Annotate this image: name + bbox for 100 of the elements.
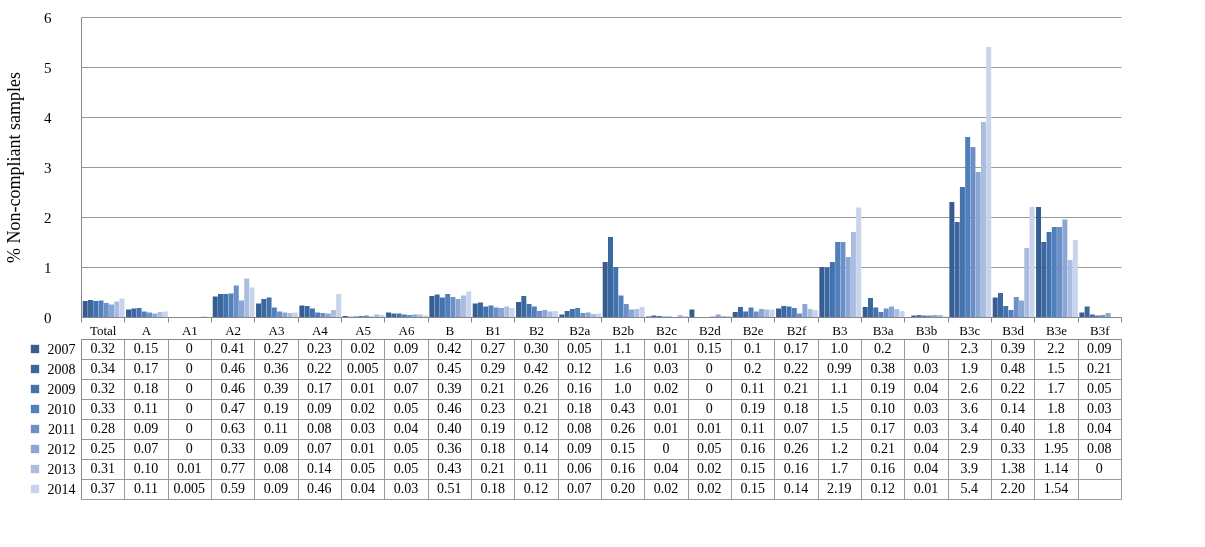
bar bbox=[634, 309, 640, 317]
data-label: 0.46 bbox=[437, 401, 462, 416]
bar bbox=[82, 301, 88, 317]
bar bbox=[386, 312, 392, 317]
data-label: 0.36 bbox=[437, 441, 462, 456]
x-tick-label: B3c bbox=[959, 322, 981, 338]
bar bbox=[743, 311, 749, 317]
data-label: 0.08 bbox=[1087, 441, 1112, 456]
y-tick-label: 4 bbox=[44, 109, 52, 126]
bar bbox=[299, 305, 305, 317]
data-label: 0 bbox=[705, 361, 713, 376]
data-label: 0.17 bbox=[870, 421, 895, 436]
data-label: 1.6 bbox=[613, 361, 632, 376]
data-label: 1.5 bbox=[830, 401, 849, 416]
data-label: 0.005 bbox=[173, 481, 206, 496]
bar bbox=[509, 308, 515, 317]
bar bbox=[450, 297, 456, 317]
data-label: 0.46 bbox=[307, 481, 332, 496]
data-label: 0.14 bbox=[307, 461, 332, 476]
data-label: 0.29 bbox=[480, 361, 505, 376]
data-label: 0.03 bbox=[393, 481, 419, 496]
data-label: 0.59 bbox=[220, 481, 245, 496]
data-label: 0.03 bbox=[913, 361, 939, 376]
x-tick-label: B2c bbox=[656, 322, 678, 338]
data-label: 0.05 bbox=[1087, 381, 1112, 396]
bar bbox=[217, 294, 223, 317]
bar bbox=[970, 147, 976, 317]
data-label: 0.47 bbox=[220, 401, 245, 416]
x-tick-label: A5 bbox=[355, 322, 372, 338]
data-label: 0.005 bbox=[346, 361, 379, 376]
x-tick-label: B3b bbox=[915, 322, 938, 338]
data-label: 0.17 bbox=[307, 381, 332, 396]
data-label: 0.30 bbox=[523, 341, 549, 356]
bar bbox=[759, 309, 764, 317]
data-label: 0.15 bbox=[610, 441, 635, 456]
data-label: 0.04 bbox=[393, 421, 419, 436]
bar bbox=[791, 308, 797, 317]
bar bbox=[1057, 227, 1063, 317]
bar bbox=[807, 309, 813, 317]
bar bbox=[1029, 207, 1035, 317]
data-label: 0 bbox=[1095, 461, 1103, 476]
data-label: 0.04 bbox=[913, 381, 939, 396]
data-label: 0.32 bbox=[90, 341, 115, 356]
legend-label: 2014 bbox=[47, 481, 76, 497]
data-label: 0.18 bbox=[133, 381, 159, 396]
data-label: 0.03 bbox=[1087, 401, 1112, 416]
data-label: 0.19 bbox=[263, 401, 289, 416]
bar bbox=[732, 312, 738, 317]
y-tick-label: 2 bbox=[44, 209, 52, 226]
data-label: 0.21 bbox=[1087, 361, 1112, 376]
data-label: 0.51 bbox=[437, 481, 462, 496]
legend-label: 2012 bbox=[47, 441, 76, 457]
data-label: 0 bbox=[185, 381, 193, 396]
x-tick-label: B2a bbox=[569, 322, 591, 338]
data-label: 0.41 bbox=[220, 341, 245, 356]
data-label: 0.1 bbox=[743, 341, 762, 356]
data-label: 0.01 bbox=[697, 421, 722, 436]
bar bbox=[1051, 227, 1057, 317]
bar bbox=[607, 237, 613, 317]
data-label: 0.04 bbox=[913, 461, 939, 476]
bar bbox=[954, 222, 960, 317]
bar bbox=[845, 257, 851, 317]
bar bbox=[233, 285, 239, 317]
bar bbox=[992, 297, 998, 317]
data-label: 0.11 bbox=[524, 461, 548, 476]
data-label: 2.9 bbox=[960, 441, 979, 456]
bar bbox=[1067, 260, 1073, 317]
legend-label: 2013 bbox=[47, 461, 76, 477]
data-label: 0.39 bbox=[437, 381, 462, 396]
bar bbox=[824, 267, 830, 317]
bar bbox=[126, 309, 132, 317]
data-label: 0.02 bbox=[653, 481, 679, 496]
data-label: 0.38 bbox=[870, 361, 895, 376]
data-label: 0 bbox=[185, 421, 193, 436]
data-label: 0.11 bbox=[740, 381, 765, 396]
bar bbox=[975, 172, 981, 317]
x-tick-label: B bbox=[445, 322, 455, 338]
data-label: 0.43 bbox=[610, 401, 635, 416]
bar bbox=[271, 307, 277, 317]
legend-label: 2008 bbox=[47, 361, 76, 377]
data-label: 0.11 bbox=[740, 421, 765, 436]
bar bbox=[504, 306, 510, 317]
x-tick-label: B2f bbox=[786, 322, 807, 338]
data-label: 0.16 bbox=[567, 381, 592, 396]
data-label: 0.04 bbox=[1087, 421, 1112, 436]
data-label: 3.9 bbox=[960, 461, 979, 476]
data-label: 0.14 bbox=[1000, 401, 1025, 416]
bar bbox=[580, 313, 586, 317]
data-label: 0.03 bbox=[350, 421, 375, 436]
bar bbox=[493, 307, 499, 317]
bar bbox=[542, 310, 548, 317]
data-label: 0.36 bbox=[263, 361, 289, 376]
y-tick-label: 3 bbox=[44, 159, 52, 176]
data-label: 0.32 bbox=[90, 381, 115, 396]
bar bbox=[162, 311, 168, 317]
data-label: 1.1 bbox=[830, 381, 849, 396]
y-tick-label: 6 bbox=[44, 9, 52, 26]
bar bbox=[769, 309, 775, 317]
data-label: 1.0 bbox=[613, 381, 632, 396]
x-tick-label: B2b bbox=[612, 322, 634, 338]
